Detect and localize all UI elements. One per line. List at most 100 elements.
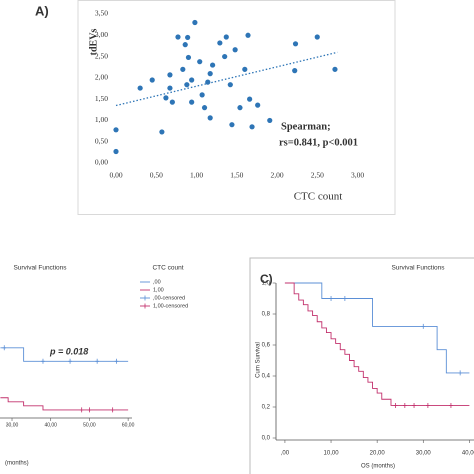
point <box>201 105 208 111</box>
censor-mark <box>95 358 99 364</box>
x-tick-label: 3,00 <box>351 171 364 180</box>
x-axis-label: (months) <box>5 461 29 467</box>
censor-mark <box>110 407 115 413</box>
x-tick-label: 20,00 <box>370 451 386 457</box>
point <box>332 66 338 72</box>
censor-mark <box>458 370 462 376</box>
point <box>222 53 228 60</box>
y-axis-label: tdEVs <box>88 29 99 56</box>
annotation: p = 0.018 <box>49 346 88 356</box>
y-tick-label: 1,0 <box>262 281 271 287</box>
point <box>180 66 186 72</box>
point <box>137 85 143 91</box>
point <box>292 41 299 47</box>
point <box>167 85 173 91</box>
point <box>189 77 195 83</box>
y-tick-label: 3,50 <box>95 9 108 18</box>
point <box>227 82 233 88</box>
x-tick-label: 30,00 <box>6 422 19 428</box>
censor-mark <box>87 407 92 413</box>
x-tick-label: ,00 <box>281 451 290 457</box>
point <box>175 34 181 40</box>
y-tick-label: 0,2 <box>262 405 271 411</box>
point <box>189 99 195 105</box>
survival-line <box>0 397 129 411</box>
x-tick-label: 40,00 <box>44 422 57 428</box>
legend-label: 1,00 <box>153 287 164 293</box>
censor-mark <box>449 402 453 408</box>
point <box>210 62 216 68</box>
panel-a-frame <box>77 0 396 215</box>
y-axis-label: Cum Survival <box>256 342 262 378</box>
x-axis-label: OS (months) <box>361 464 395 470</box>
x-tick-label: 50,00 <box>83 422 96 428</box>
point <box>267 117 273 124</box>
panel-label: C) <box>260 272 273 286</box>
y-tick-label: 2,00 <box>95 73 108 82</box>
censor-mark <box>114 358 119 364</box>
x-axis-label: CTC count <box>294 191 343 203</box>
point <box>255 102 261 108</box>
point <box>292 68 298 74</box>
survival-line <box>0 347 129 362</box>
y-tick-label: 2,50 <box>95 51 108 60</box>
legend-label: ,00 <box>153 279 161 285</box>
point <box>197 59 203 65</box>
censor-mark <box>412 402 416 408</box>
y-tick-label: 0,0 <box>262 436 271 442</box>
x-tick-label: 2,50 <box>311 171 324 180</box>
x-tick-label: 1,00 <box>190 171 203 180</box>
point <box>245 32 251 38</box>
survival-line <box>284 282 470 374</box>
point <box>242 66 248 72</box>
legend-label: ,00-censored <box>153 295 185 301</box>
point <box>185 54 192 61</box>
x-tick-label: 0,50 <box>150 171 163 180</box>
censor-mark <box>68 358 72 364</box>
x-tick-label: 40,00 <box>462 451 474 457</box>
chart-title: Survival Functions <box>13 265 67 272</box>
x-tick-label: 60,00 <box>122 422 135 428</box>
y-tick-label: 0,50 <box>95 136 108 145</box>
point <box>207 71 213 77</box>
annotation: Spearman; <box>281 121 331 132</box>
x-tick-label: 1,50 <box>230 171 243 180</box>
point <box>249 124 255 130</box>
y-tick-label: 0,8 <box>262 312 271 318</box>
panel-label: A) <box>35 3 49 18</box>
point <box>184 82 190 88</box>
point <box>182 42 188 48</box>
y-tick-label: 1,00 <box>95 115 108 124</box>
censor-mark <box>329 296 333 301</box>
survival-line <box>284 282 470 406</box>
y-tick-label: 0,00 <box>95 158 108 167</box>
x-tick-label: 2,00 <box>270 171 283 180</box>
point <box>237 105 243 111</box>
legend-title: CTC count <box>152 265 183 272</box>
legend-label: 1,00-censored <box>153 303 188 309</box>
censor-mark <box>343 296 347 301</box>
point <box>113 148 119 155</box>
censor-mark <box>403 402 407 408</box>
point <box>247 96 253 102</box>
point <box>314 34 320 40</box>
chart-title: Survival Functions <box>391 265 445 272</box>
y-tick-label: 0,4 <box>262 374 271 380</box>
point <box>163 95 169 101</box>
point <box>113 127 119 133</box>
panel-c-frame <box>249 257 474 474</box>
censor-mark <box>41 358 45 364</box>
censor-mark <box>2 345 7 351</box>
point <box>205 79 211 85</box>
point <box>207 115 213 121</box>
point <box>217 40 223 46</box>
point <box>167 72 173 78</box>
trend-line <box>115 51 338 107</box>
y-tick-label: 0,6 <box>262 343 271 349</box>
point <box>199 92 205 98</box>
point <box>192 19 198 26</box>
x-tick-label: 10,00 <box>324 451 340 457</box>
x-tick-label: 30,00 <box>416 451 432 457</box>
point <box>232 47 238 53</box>
